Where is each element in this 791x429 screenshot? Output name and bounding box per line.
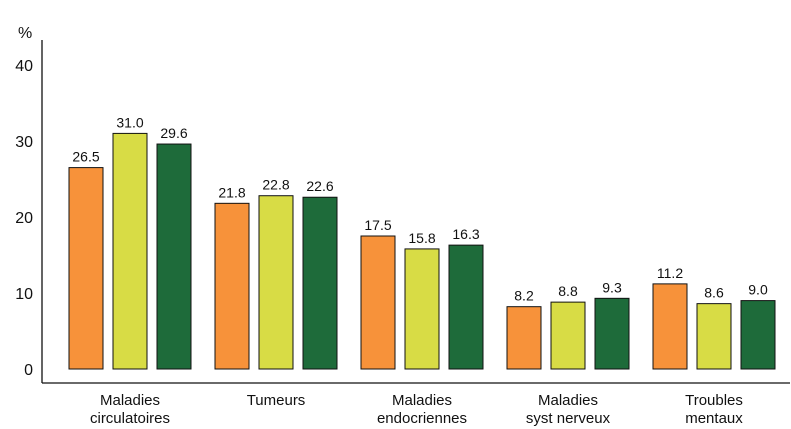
category-label: Maladies bbox=[538, 392, 598, 409]
category-label: syst nerveux bbox=[526, 410, 611, 427]
bar bbox=[259, 196, 293, 369]
category-label: endocriennes bbox=[377, 410, 467, 427]
y-tick-label: 0 bbox=[24, 362, 33, 379]
bar bbox=[113, 133, 147, 369]
value-label: 21.8 bbox=[218, 184, 245, 200]
value-label: 9.0 bbox=[748, 282, 768, 298]
bar bbox=[551, 302, 585, 369]
bar bbox=[595, 298, 629, 369]
value-label: 22.6 bbox=[306, 178, 333, 194]
category-label: circulatoires bbox=[90, 410, 170, 427]
y-axis-unit-label: % bbox=[18, 25, 32, 42]
value-label: 8.8 bbox=[558, 283, 578, 299]
bar bbox=[741, 301, 775, 369]
y-tick-label: 30 bbox=[15, 134, 33, 151]
category-label: mentaux bbox=[685, 410, 743, 427]
bars bbox=[69, 133, 775, 369]
y-tick-label: 40 bbox=[15, 58, 33, 75]
value-label: 11.2 bbox=[657, 265, 683, 281]
value-label: 16.3 bbox=[452, 226, 479, 242]
bar bbox=[653, 284, 687, 369]
y-axis-ticks: 0 10 20 30 40 bbox=[15, 58, 33, 379]
bar bbox=[361, 236, 395, 369]
category-label: Maladies bbox=[100, 392, 160, 409]
value-label: 22.8 bbox=[262, 177, 289, 193]
value-label: 29.6 bbox=[160, 125, 187, 141]
bar bbox=[697, 304, 731, 369]
bar bbox=[507, 307, 541, 369]
bar bbox=[303, 197, 337, 369]
bar bbox=[157, 144, 191, 369]
value-label: 8.6 bbox=[704, 285, 724, 301]
bar bbox=[449, 245, 483, 369]
y-tick-label: 20 bbox=[15, 210, 33, 227]
value-label: 9.3 bbox=[602, 279, 622, 295]
category-label: Maladies bbox=[392, 392, 452, 409]
value-label: 15.8 bbox=[408, 230, 435, 246]
bar bbox=[405, 249, 439, 369]
bar bbox=[69, 168, 103, 369]
value-label: 31.0 bbox=[116, 114, 143, 130]
value-label: 8.2 bbox=[514, 288, 534, 304]
category-label: Tumeurs bbox=[247, 392, 306, 409]
y-tick-label: 10 bbox=[15, 286, 33, 303]
category-label: Troubles bbox=[685, 392, 743, 409]
value-label: 17.5 bbox=[364, 217, 391, 233]
value-label: 26.5 bbox=[72, 149, 99, 165]
bar bbox=[215, 203, 249, 369]
